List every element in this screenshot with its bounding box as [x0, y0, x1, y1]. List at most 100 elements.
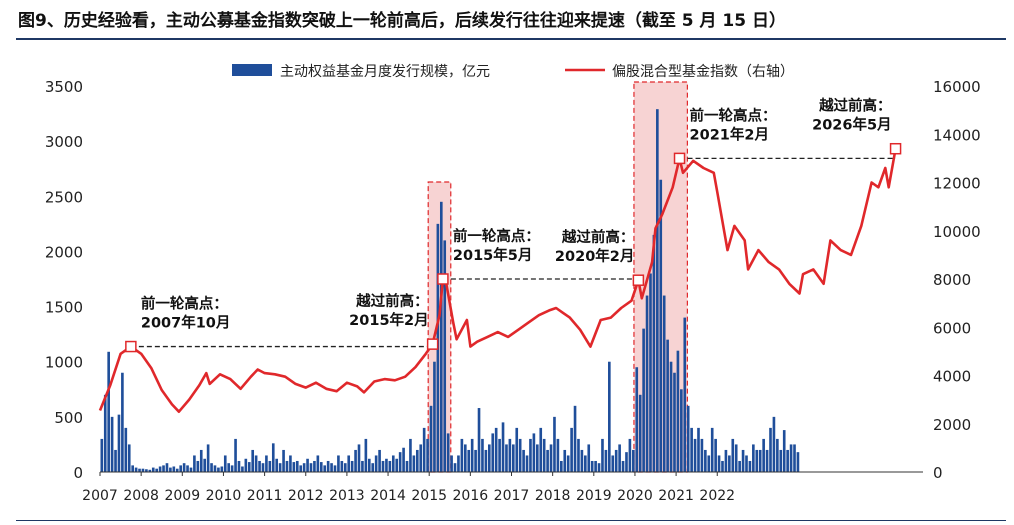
bar [217, 467, 220, 472]
bar [258, 460, 261, 472]
milestone-marker [673, 152, 686, 165]
bar [731, 438, 735, 472]
bar [347, 455, 351, 472]
bar [199, 449, 203, 472]
bar [772, 416, 776, 472]
bar [402, 447, 405, 472]
annotation-label: 2020年2月 [555, 247, 634, 265]
bar [117, 414, 121, 472]
bar [566, 455, 570, 472]
bar [155, 468, 158, 472]
bar [443, 240, 447, 472]
bar [175, 468, 179, 472]
bar [316, 455, 320, 472]
x-tick-label: 2018 [535, 488, 571, 504]
bar [728, 455, 731, 472]
bar [247, 462, 251, 472]
bar [542, 438, 546, 472]
bar [776, 438, 779, 472]
bar [385, 458, 388, 472]
bar [645, 295, 649, 472]
bar [405, 460, 409, 472]
bar [515, 427, 519, 472]
bar [127, 444, 131, 472]
bar [398, 452, 402, 472]
bar [343, 463, 347, 472]
bar [463, 444, 467, 472]
bar [330, 463, 333, 472]
bar [131, 465, 134, 472]
bar [721, 460, 724, 472]
bar [536, 444, 539, 472]
bar [710, 427, 714, 472]
bar [457, 455, 460, 472]
bar [673, 372, 676, 472]
bar [158, 466, 162, 472]
bar [261, 463, 265, 472]
bar [361, 460, 364, 472]
annotation-label: 2015年5月 [453, 246, 532, 264]
bar [278, 463, 282, 472]
bar [597, 463, 601, 472]
bar [666, 339, 669, 472]
bar [268, 460, 272, 472]
y-right-tick-label: 0 [933, 464, 943, 482]
bar [138, 468, 141, 472]
bar [573, 405, 577, 472]
bar [333, 465, 337, 472]
x-tick-label: 2015 [411, 488, 447, 504]
milestone-marker [125, 340, 137, 353]
bar [491, 433, 495, 472]
bar [590, 460, 594, 472]
bar [337, 455, 340, 472]
x-tick-label: 2019 [576, 488, 612, 504]
y-right-tick-label: 8000 [933, 271, 971, 289]
figure-title: 图9、历史经验看，主动公募基金指数突破上一轮前高后，后续发行往往迎来提速（截至 … [18, 11, 786, 31]
y-left-tick-label: 3500 [45, 78, 83, 96]
bar [570, 427, 573, 472]
bar [512, 444, 515, 472]
bar [498, 438, 501, 472]
bar [378, 449, 381, 472]
bar [608, 361, 611, 472]
bar [553, 416, 556, 472]
annotation-label: 2026年5月 [812, 116, 891, 134]
bar [107, 351, 110, 472]
x-tick-label: 2007 [82, 488, 118, 504]
y-right-tick-label: 2000 [933, 416, 971, 434]
y-left-tick-label: 0 [73, 464, 83, 482]
y-left-tick-label: 3000 [45, 133, 83, 151]
bar [354, 449, 357, 472]
annotation-label: 2021年2月 [690, 125, 769, 143]
legend-bar-label: 主动权益基金月度发行规模，亿元 [280, 63, 490, 80]
bar [439, 201, 443, 473]
bar [114, 449, 117, 472]
bar [481, 438, 484, 472]
bar [409, 438, 412, 472]
y-right-tick-label: 16000 [933, 78, 981, 96]
bar [367, 458, 371, 472]
bar [429, 405, 433, 472]
bar [755, 449, 759, 472]
bar [467, 449, 471, 472]
bar [213, 465, 217, 472]
annotation-label: 前一轮高点： [141, 295, 228, 313]
bar [487, 444, 491, 472]
title-divider [16, 38, 1006, 40]
bar [124, 427, 128, 472]
bar [422, 427, 426, 472]
bar [501, 422, 505, 472]
bar [560, 460, 563, 472]
annotation-label: 越过前高： [355, 292, 429, 310]
bar [193, 455, 196, 472]
bar [635, 367, 639, 472]
bar [522, 449, 525, 472]
x-tick-label: 2016 [453, 488, 489, 504]
bar [419, 444, 423, 472]
bar [275, 458, 279, 472]
bar [477, 408, 481, 472]
y-left-tick-label: 2000 [45, 243, 83, 261]
bar [621, 460, 625, 472]
bar [604, 449, 608, 472]
